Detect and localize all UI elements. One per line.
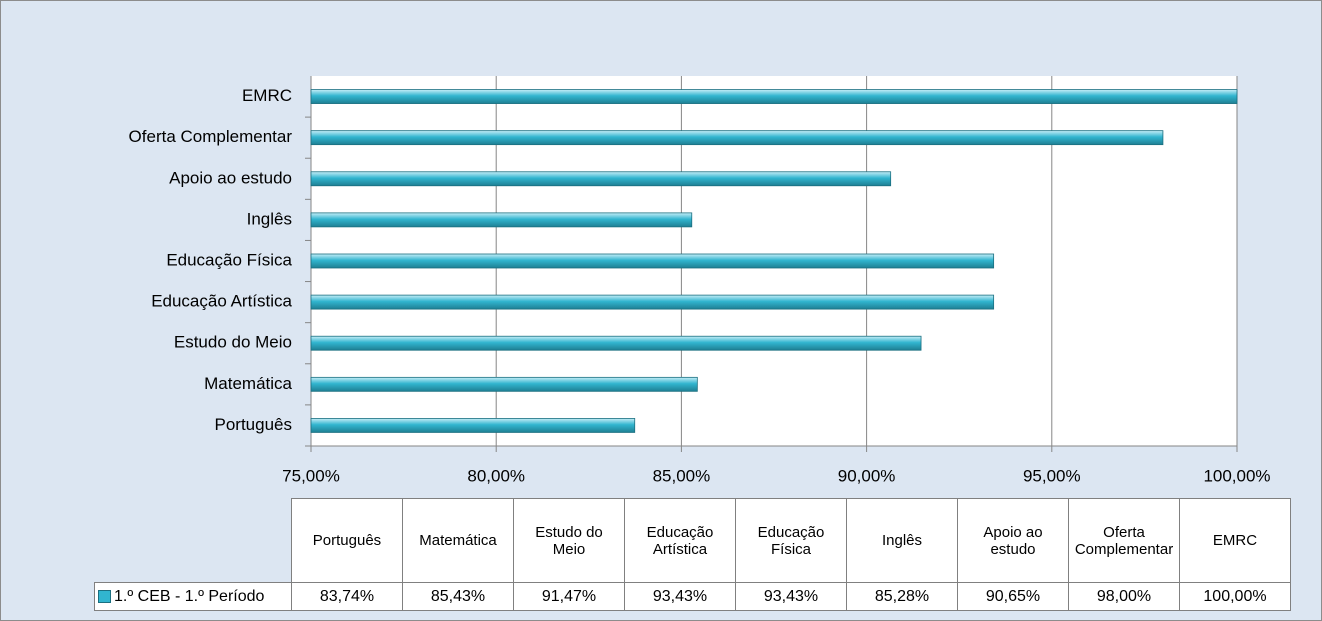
table-header-cell: EMRC [1179,498,1291,583]
bar [310,418,636,433]
bar [310,335,922,351]
y-tick-label: Oferta Complementar [129,127,293,146]
legend-swatch [98,590,111,603]
y-tick-label: Educação Física [166,250,292,269]
y-tick-label: Estudo do Meio [174,333,292,352]
legend-label: 1.º CEB - 1.º Período [114,588,265,605]
table-header-cell: Português [291,498,403,583]
x-tick-label: 100,00% [1203,466,1270,485]
bar [310,89,1238,104]
table-header-cell: Inglês [846,498,958,583]
table-header-cell: Educação Artística [624,498,736,583]
table-header-cell: Oferta Complementar [1068,498,1180,583]
legend-cell: 1.º CEB - 1.º Período [94,582,292,611]
table-value-cell: 85,43% [402,582,514,611]
x-tick-label: 75,00% [282,466,340,485]
y-tick-label: EMRC [242,86,292,105]
x-tick-label: 85,00% [653,466,711,485]
bar [310,294,995,310]
bar [310,171,892,187]
table-value-cell: 98,00% [1068,582,1180,611]
y-tick-label: Educação Artística [151,292,292,311]
table-value-cell: 100,00% [1179,582,1291,611]
table-value-cell: 91,47% [513,582,625,611]
table-value-cell: 85,28% [846,582,958,611]
table-header-cell: Matemática [402,498,514,583]
y-tick-label: Português [215,415,293,434]
x-tick-label: 80,00% [467,466,525,485]
bar [310,253,995,269]
table-header-cell: Educação Física [735,498,847,583]
table-value-cell: 93,43% [735,582,847,611]
table-header-cell: Estudo do Meio [513,498,625,583]
bar [310,376,698,392]
table-header-cell: Apoio ao estudo [957,498,1069,583]
y-tick-label: Apoio ao estudo [169,168,292,187]
table-value-cell: 83,74% [291,582,403,611]
bar [310,130,1164,146]
x-tick-label: 95,00% [1023,466,1081,485]
bar [310,212,693,228]
x-tick-label: 90,00% [838,466,896,485]
table-value-cell: 93,43% [624,582,736,611]
table-value-cell: 90,65% [957,582,1069,611]
y-tick-label: Inglês [247,209,292,228]
y-tick-label: Matemática [204,374,292,393]
